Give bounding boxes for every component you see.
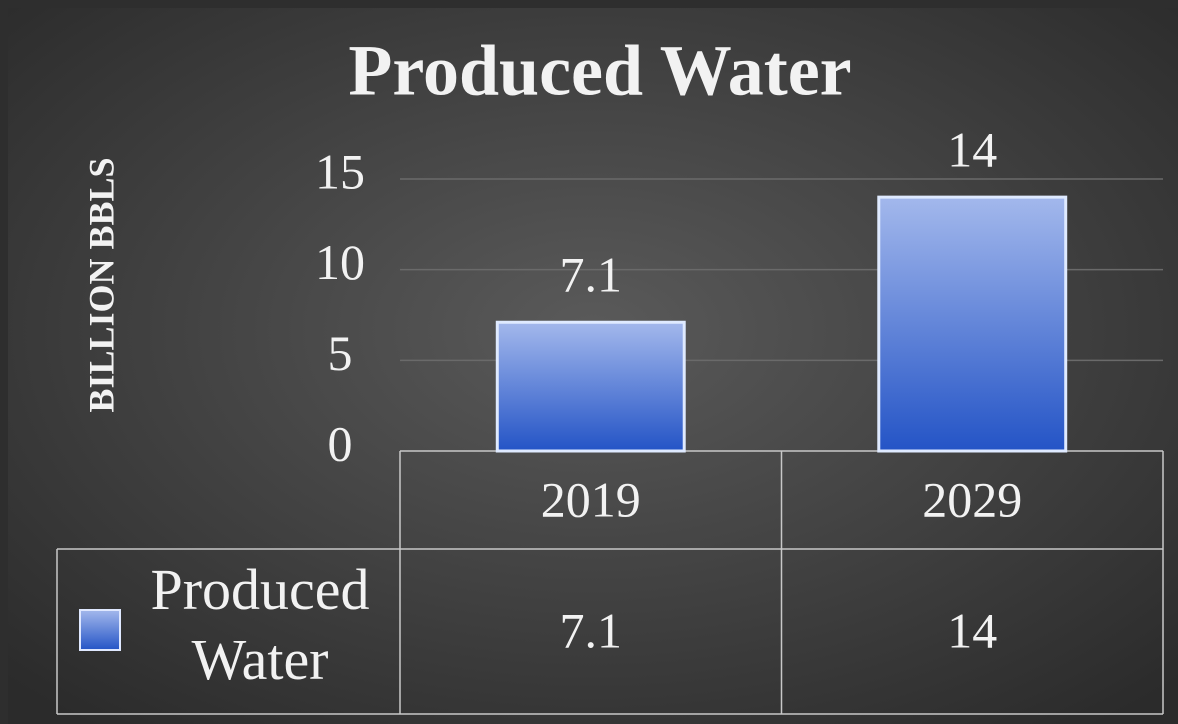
x-tick-label: 2019 <box>541 471 641 527</box>
y-tick-label: 0 <box>328 415 353 471</box>
data-label: 14 <box>947 122 997 178</box>
chart-title: Produced Water <box>348 31 851 111</box>
y-tick-label: 10 <box>315 234 365 290</box>
data-label: 7.1 <box>560 247 623 303</box>
bar <box>877 195 1068 453</box>
y-axis-label: BILLION BBLS <box>81 157 121 412</box>
legend-key <box>79 609 121 651</box>
table-value: 7.1 <box>560 602 623 658</box>
table-value: 14 <box>947 602 997 658</box>
legend-label: Produced Water <box>150 557 370 692</box>
x-tick-label: 2029 <box>922 471 1022 527</box>
bar <box>495 320 686 453</box>
y-tick-label: 5 <box>328 325 353 381</box>
y-tick-label: 15 <box>315 143 365 199</box>
